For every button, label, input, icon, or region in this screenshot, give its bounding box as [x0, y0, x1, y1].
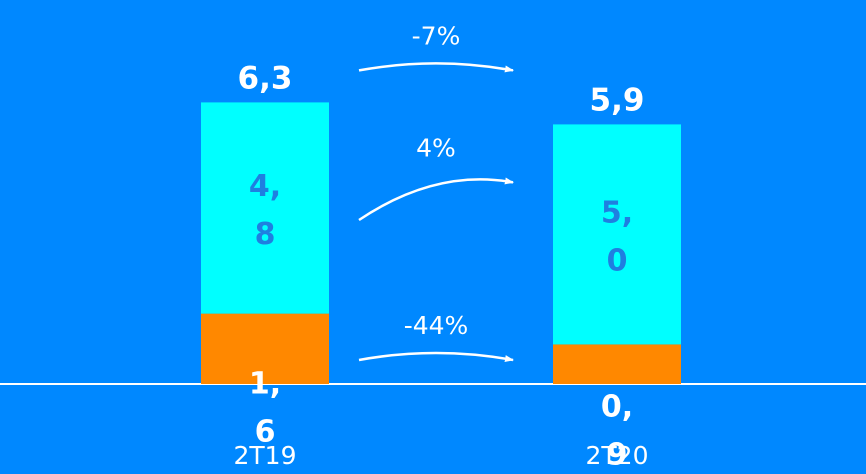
bar-segment-bottom-2T20	[553, 344, 681, 384]
bar-segment-top-2T19	[201, 102, 329, 314]
total-label-2T20: 5,9	[590, 82, 645, 118]
change-total-arrow	[358, 62, 514, 73]
data-label-top-2T19: 4, 8	[249, 169, 281, 252]
change-top-segment-label: 4%	[416, 133, 456, 162]
data-label-top-2T20: 5, 0	[601, 195, 633, 278]
change-bottom-segment-label: -44%	[404, 311, 469, 340]
total-label-2T19: 6,3	[238, 60, 293, 96]
bar-segment-bottom-2T19	[201, 313, 329, 384]
data-label-bottom-2T20: 0, 9	[601, 389, 633, 472]
bar-segment-top-2T20	[553, 124, 681, 345]
data-label-bottom-2T19: 1, 6	[249, 367, 281, 450]
change-top-segment-arrow	[358, 177, 514, 222]
x-tick-label-2T19: 2T19	[234, 441, 297, 470]
change-total-label: -7%	[412, 21, 461, 50]
x-tick-label-2T20: 2T20	[586, 441, 649, 470]
change-bottom-segment-arrow	[358, 351, 514, 363]
